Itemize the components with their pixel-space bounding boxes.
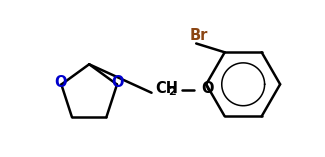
Text: 2: 2: [168, 87, 176, 97]
Text: O: O: [201, 81, 213, 96]
Text: O: O: [54, 76, 67, 90]
Text: Br: Br: [190, 28, 208, 43]
Text: O: O: [111, 75, 124, 90]
Text: CH: CH: [155, 81, 178, 96]
